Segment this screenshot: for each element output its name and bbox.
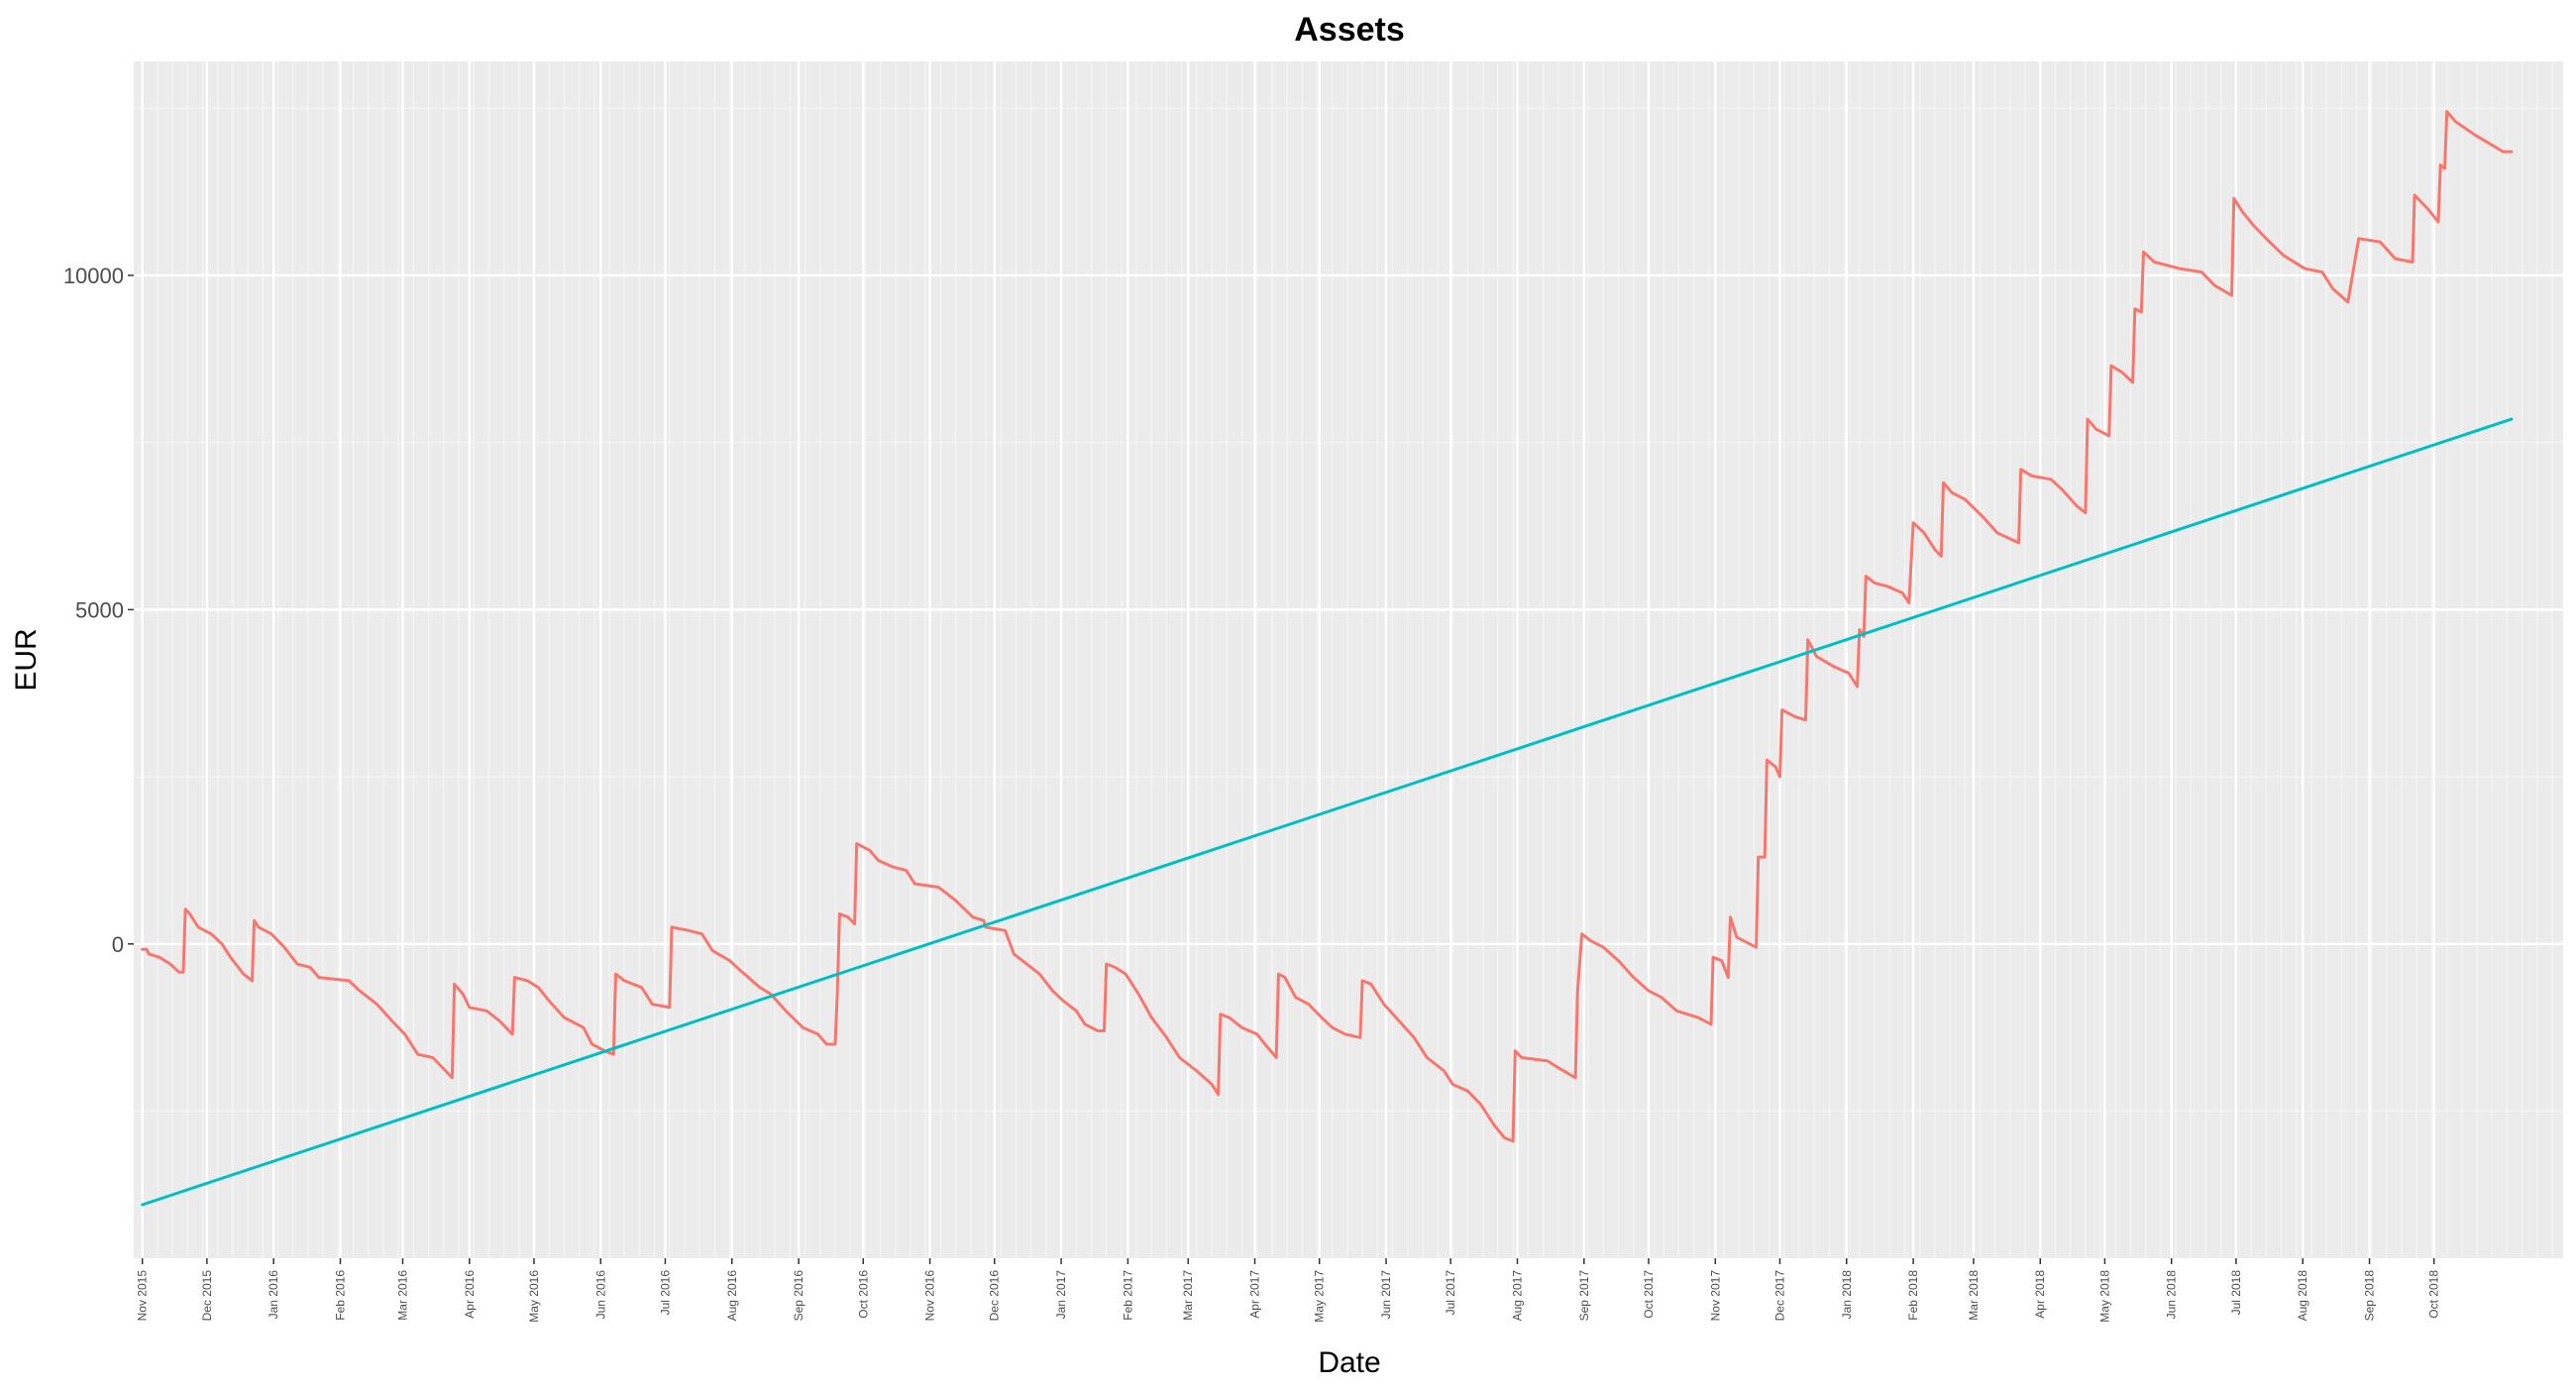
x-tick-label: Oct 2017 (1642, 1270, 1656, 1319)
minor-gridlines-x (157, 61, 2553, 1258)
y-axis: 0 5000 10000 (63, 264, 134, 957)
assets-line (141, 110, 2514, 1143)
x-tick-label: Jan 2017 (1054, 1270, 1068, 1320)
x-tick-label: Jan 2016 (267, 1270, 280, 1320)
plot-panel (134, 61, 2563, 1258)
x-tick-label: Jul 2018 (2229, 1270, 2243, 1316)
x-tick-label: Feb 2017 (1121, 1270, 1134, 1321)
x-tick-label: Dec 2017 (1772, 1270, 1786, 1322)
x-tick-label: May 2016 (527, 1270, 541, 1323)
x-tick-label: Apr 2018 (2033, 1270, 2047, 1319)
x-tick-label: Sep 2016 (792, 1270, 805, 1322)
y-axis-title: EUR (10, 628, 43, 691)
x-tick-label: Dec 2016 (988, 1270, 1002, 1322)
x-tick-label: Jan 2018 (1840, 1270, 1854, 1320)
x-tick-label: Sep 2017 (1577, 1270, 1591, 1322)
x-tick-label: Mar 2018 (1967, 1270, 1981, 1321)
minor-gridlines-y (134, 107, 2563, 1113)
x-axis: Nov 2015 Dec 2015 Jan 2016 Feb 2016 Mar 2016… (136, 1258, 2441, 1323)
x-tick-label: Jun 2017 (1379, 1270, 1393, 1320)
x-tick-label: Mar 2016 (395, 1270, 409, 1321)
trend-line (141, 417, 2514, 1207)
x-tick-label: Aug 2016 (725, 1270, 739, 1322)
x-tick-label: Nov 2015 (136, 1270, 150, 1322)
x-tick-label: Oct 2016 (856, 1270, 870, 1319)
chart-title: Assets (1294, 11, 1405, 49)
x-tick-label: May 2018 (2097, 1270, 2111, 1323)
x-tick-label: Jun 2016 (593, 1270, 607, 1320)
x-tick-label: Apr 2016 (463, 1270, 477, 1319)
x-tick-label: Jul 2016 (658, 1270, 672, 1316)
x-tick-label: Apr 2017 (1248, 1270, 1262, 1319)
x-tick-label: Jul 2017 (1444, 1270, 1457, 1316)
x-tick-label: Mar 2017 (1181, 1270, 1195, 1321)
x-axis-title: Date (1318, 1346, 1380, 1379)
x-tick-label: Nov 2016 (923, 1270, 937, 1322)
x-tick-label: Nov 2017 (1708, 1270, 1722, 1322)
x-tick-label: Oct 2018 (2427, 1270, 2441, 1319)
y-tick-label: 5000 (75, 597, 124, 622)
x-tick-label: Dec 2015 (200, 1270, 214, 1322)
x-tick-label: May 2017 (1313, 1270, 1327, 1323)
y-tick-label: 0 (112, 932, 124, 957)
x-tick-label: Aug 2018 (2296, 1270, 2309, 1322)
y-tick-label: 10000 (63, 264, 124, 288)
x-tick-label: Sep 2018 (2363, 1270, 2377, 1322)
x-tick-label: Feb 2018 (1906, 1270, 1920, 1321)
x-tick-label: Feb 2016 (333, 1270, 347, 1321)
x-tick-label: Aug 2017 (1510, 1270, 1524, 1322)
major-gridlines-y (134, 273, 2563, 946)
major-gridlines-x (141, 61, 2435, 1258)
x-tick-label: Jun 2018 (2165, 1270, 2179, 1320)
series-layer (141, 110, 2514, 1207)
